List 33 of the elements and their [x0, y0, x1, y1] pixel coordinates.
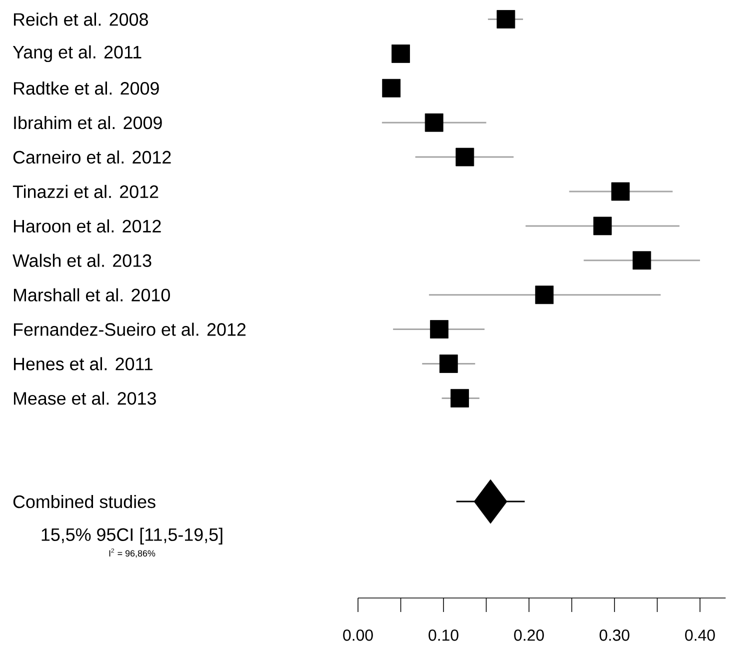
y-tick-label: Yang et al. 2011: [12, 45, 142, 62]
point: [632, 251, 652, 270]
point: [474, 479, 508, 524]
point: [456, 148, 474, 166]
y-tick-label: Henes et al. 2011: [14, 357, 153, 370]
y-tick-label: Radtke et al. 2009: [14, 82, 159, 95]
point: [424, 113, 444, 132]
y-tick-label: Walsh et al. 2013: [12, 254, 152, 267]
text: 15,5% 95CI [11,5-19,5]: [42, 528, 222, 545]
point: [392, 44, 410, 63]
y-tick-label: Reich et al. 2008: [14, 12, 148, 26]
x-tick-label: 0.40: [685, 630, 715, 641]
point: [611, 182, 630, 201]
y-tick-label: Marshall et al. 2010: [14, 288, 170, 302]
point: [496, 10, 516, 28]
x-tick-label: 0.20: [514, 630, 544, 641]
point: [439, 354, 458, 373]
y-tick-label: Carneiro et al. 2012: [13, 150, 171, 164]
point: [450, 389, 469, 408]
x-tick-label: 0.30: [600, 630, 630, 641]
y-tick-label: Combined studies: [13, 494, 156, 508]
y-tick-label: Fernandez-Sueiro et al. 2012: [14, 322, 246, 336]
y-tick-label: Mease et al. 2013: [14, 392, 156, 405]
y-tick-label: Tinazzi et al. 2012: [12, 184, 158, 198]
y-tick-label: Ibrahim et al. 2009: [14, 116, 162, 130]
x-tick-label: 0.00: [343, 630, 373, 641]
point: [535, 286, 554, 304]
x-tick-label: 0.10: [428, 630, 458, 641]
point: [382, 78, 401, 98]
point: [430, 320, 448, 338]
point: [593, 216, 612, 236]
text: I$^{2}$ = 96,86%: [109, 548, 156, 558]
y-tick-label: Haroon et al. 2012: [14, 219, 161, 233]
